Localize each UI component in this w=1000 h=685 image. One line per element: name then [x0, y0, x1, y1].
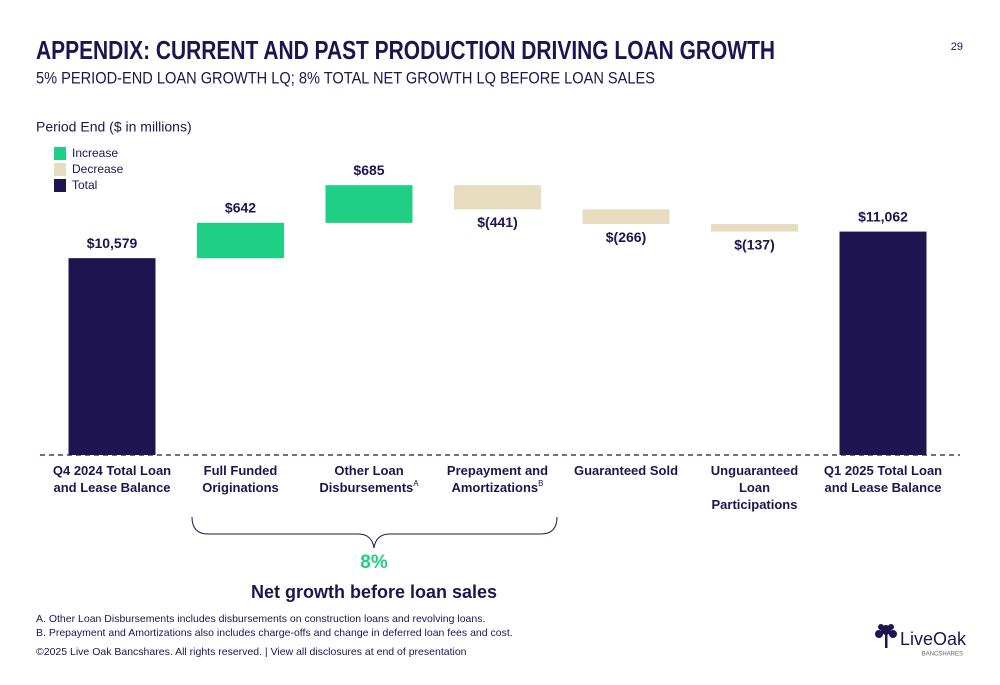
- logo-icon: [875, 624, 897, 648]
- bar: [454, 185, 541, 210]
- legend-label: Total: [72, 178, 97, 192]
- data-label: $11,062: [858, 208, 908, 224]
- category-text: Guaranteed Sold: [573, 463, 679, 478]
- data-label: $(441): [477, 214, 517, 230]
- subtitle: 5% PERIOD-END LOAN GROWTH LQ; 8% TOTAL N…: [36, 68, 655, 87]
- bar: [711, 224, 798, 232]
- legend-label: Decrease: [72, 162, 124, 176]
- legend-swatch: [54, 163, 66, 176]
- x-tick-label: Prepayment and AmortizationsB: [438, 462, 558, 496]
- legend-label: Increase: [72, 146, 118, 160]
- bar: [582, 209, 670, 225]
- footnote: B. Prepayment and Amortizations also inc…: [36, 627, 513, 639]
- data-label: $685: [353, 162, 384, 178]
- bar: [197, 222, 284, 259]
- bar: [325, 185, 413, 223]
- x-tick-label: Other Loan DisbursementsA: [309, 462, 429, 496]
- title: APPENDIX: CURRENT AND PAST PRODUCTION DR…: [36, 35, 775, 65]
- footnote-marker: B: [538, 479, 544, 488]
- footnote-marker: A: [413, 479, 419, 488]
- x-tick-label: Full Funded Originations: [181, 462, 301, 496]
- bar: [68, 258, 156, 455]
- copyright: ©2025 Live Oak Bancshares. All rights re…: [36, 646, 467, 658]
- category-text: Q1 2025 Total Loan and Lease Balance: [823, 463, 943, 495]
- brace: [191, 516, 558, 549]
- data-label: $(266): [606, 229, 646, 245]
- x-tick-label: Q1 2025 Total Loan and Lease Balance: [823, 462, 943, 496]
- page-number: 29: [951, 41, 963, 53]
- legend-swatch: [54, 147, 66, 160]
- x-tick-label: Q4 2024 Total Loan and Lease Balance: [52, 462, 172, 496]
- x-tick-label: Unguaranteed Loan Participations: [695, 462, 815, 513]
- footnote: A. Other Loan Disbursements includes dis…: [36, 613, 485, 625]
- category-text: Other Loan Disbursements: [319, 463, 414, 495]
- annotation-value: 8%: [360, 552, 388, 573]
- data-label: $642: [225, 200, 256, 216]
- bar: [839, 231, 927, 455]
- annotation-caption: Net growth before loan sales: [251, 582, 497, 602]
- logo-tagline: BANCSHARES: [922, 652, 963, 658]
- data-label: $10,579: [87, 235, 138, 251]
- axis-label: Period End ($ in millions): [36, 119, 192, 135]
- x-tick-label: Guaranteed Sold: [566, 462, 686, 479]
- logo-name: LiveOak: [900, 629, 967, 649]
- category-text: Full Funded Originations: [202, 463, 279, 495]
- category-text: Q4 2024 Total Loan and Lease Balance: [52, 463, 172, 495]
- category-text: Prepayment and Amortizations: [446, 463, 549, 495]
- category-text: Unguaranteed Loan Participations: [710, 463, 799, 512]
- legend-swatch: [54, 179, 66, 192]
- data-label: $(137): [734, 236, 774, 252]
